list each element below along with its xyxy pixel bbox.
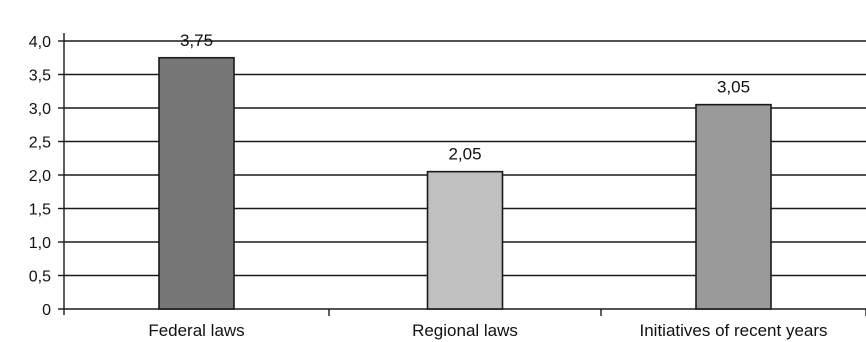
value-label: 2,05 bbox=[448, 145, 481, 164]
y-tick-label: 2,0 bbox=[29, 168, 51, 185]
y-tick-label: 3,0 bbox=[29, 101, 51, 118]
bars bbox=[158, 56, 772, 310]
value-label: 3,75 bbox=[180, 31, 213, 50]
category-label: Initiatives of recent years bbox=[639, 321, 827, 340]
y-tick-label: 0 bbox=[42, 302, 51, 319]
y-tick-label: 2,5 bbox=[29, 135, 51, 152]
y-tick-label: 1,0 bbox=[29, 235, 51, 252]
y-tick-label: 4,0 bbox=[29, 34, 51, 51]
y-tick-label: 0,5 bbox=[29, 269, 51, 286]
bar bbox=[158, 56, 235, 310]
y-tick-label: 3,5 bbox=[29, 68, 51, 85]
value-label: 3,05 bbox=[717, 78, 750, 97]
bar bbox=[426, 170, 504, 310]
category-label: Regional laws bbox=[412, 321, 518, 340]
bar bbox=[695, 103, 772, 310]
category-label: Federal laws bbox=[148, 321, 244, 340]
labels: 0 0,5 1,0 1,5 2,0 2,5 3,0 3,5 4,0 3,75 Federal law… bbox=[29, 31, 828, 340]
y-tick-label: 1,5 bbox=[29, 202, 51, 219]
